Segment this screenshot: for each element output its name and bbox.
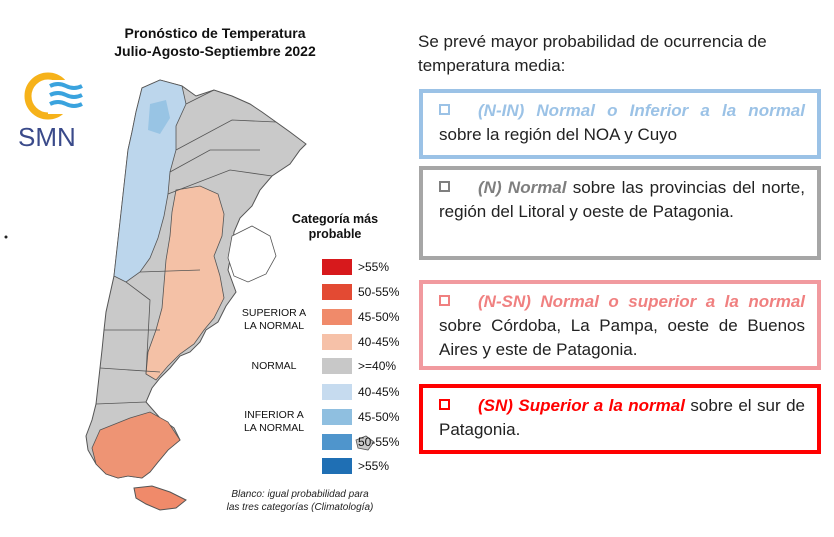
smn-logo-text: SMN [18, 122, 76, 152]
box-text: sobre las provincias del norte, región d… [439, 178, 805, 221]
map-province-lines [95, 89, 277, 405]
legend-swatch-inf-40-45 [322, 384, 352, 400]
legend-swatch-sup-45-50 [322, 309, 352, 325]
legend-group-inferior-line2: LA NORMAL [243, 422, 305, 434]
legend-swatch-inf-50-55 [322, 434, 352, 450]
map-title-line2: Julio-Agosto-Septiembre 2022 [114, 43, 316, 59]
legend-swatch-inf-55 [322, 458, 352, 474]
legend-swatch-normal [322, 358, 352, 374]
checkbox-bullet-icon [439, 295, 450, 306]
smn-logo-icon [24, 72, 88, 120]
map-islands [355, 435, 375, 451]
legend-heading-line1: Categoría más [291, 212, 379, 226]
legend-label-sup-50-55: 50-55% [358, 285, 400, 299]
box-highlight: (N) Normal [478, 178, 567, 197]
map-tierra-del-fuego [133, 485, 187, 511]
checkbox-bullet-icon [439, 399, 450, 410]
legend-swatch-inf-45-50 [322, 409, 352, 425]
legend-heading-line2: probable [308, 227, 362, 241]
map-region-climatology [227, 225, 277, 283]
climatology-note-line1: Blanco: igual probabilidad para [231, 489, 369, 500]
forecast-box-sn: (SN) Superior a la normal sobre el sur d… [419, 384, 821, 454]
intro-text: Se prevé mayor probabilidad de ocurrenci… [418, 32, 767, 75]
forecast-map [4, 79, 375, 511]
forecast-box-n: (N) Normal sobre las provincias del nort… [419, 166, 821, 260]
box-highlight: (N-SN) Normal o superior a la normal [478, 292, 805, 311]
legend-group-superior: SUPERIOR A LA NORMAL [232, 307, 316, 333]
map-title: Pronóstico de Temperatura Julio-Agosto-S… [70, 24, 360, 60]
checkbox-bullet-icon [439, 104, 450, 115]
map-title-line1: Pronóstico de Temperatura [124, 25, 306, 41]
legend-label-inf-55: >55% [358, 459, 390, 473]
checkbox-bullet-icon [439, 181, 450, 192]
legend-group-superior-line1: SUPERIOR A [241, 307, 307, 319]
legend-label-sup-55: >55% [358, 260, 390, 274]
legend-label-normal: >=40% [358, 359, 397, 373]
legend-label-inf-45-50: 45-50% [358, 410, 400, 424]
legend-swatch-sup-50-55 [322, 284, 352, 300]
legend-group-inferior-line1: INFERIOR A [244, 409, 304, 421]
map-region-superior-south [91, 411, 181, 479]
legend-swatch-sup-55 [322, 259, 352, 275]
box-highlight: (SN) Superior a la normal [478, 396, 685, 415]
map-region-inferior [113, 79, 187, 283]
forecast-box-nsn: (N-SN) Normal o superior a la normal sob… [419, 280, 821, 370]
legend-group-superior-line2: LA NORMAL [243, 320, 305, 332]
legend-swatch-sup-40-45 [322, 334, 352, 350]
map-region-superior [145, 185, 225, 381]
forecast-box-nin: (N-IN) Normal o Inferior a la normal sob… [419, 89, 821, 159]
box-text: sobre la región del NOA y Cuyo [439, 125, 678, 144]
legend-label-sup-45-50: 45-50% [358, 310, 400, 324]
legend-label-inf-40-45: 40-45% [358, 385, 400, 399]
legend-label-inf-50-55: 50-55% [358, 435, 400, 449]
climatology-note-line2: las tres categorías (Climatología) [226, 502, 374, 513]
legend-heading: Categoría más probable [285, 212, 385, 242]
legend-label-sup-40-45: 40-45% [358, 335, 400, 349]
legend-group-normal: NORMAL [251, 360, 297, 372]
climatology-note: Blanco: igual probabilidad para las tres… [200, 488, 400, 514]
box-highlight: (N-IN) Normal o Inferior a la normal [478, 101, 805, 120]
legend-group-inferior: INFERIOR A LA NORMAL [232, 409, 316, 435]
map-region-inferior-strong [148, 100, 170, 134]
map-dot-mark [4, 235, 8, 239]
box-text: sobre Córdoba, La Pampa, oeste de Buenos… [439, 316, 805, 359]
box-text: sobre el sur de Patagonia. [439, 396, 805, 439]
